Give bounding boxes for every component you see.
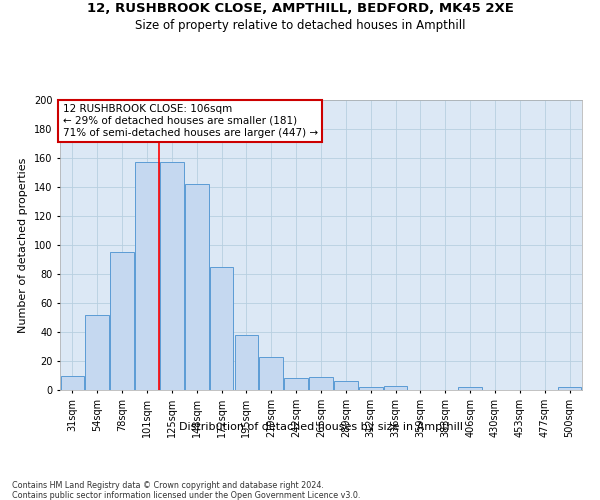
Bar — [384, 386, 407, 390]
Bar — [85, 314, 109, 390]
Bar — [61, 376, 84, 390]
Bar — [210, 267, 233, 390]
Text: 12 RUSHBROOK CLOSE: 106sqm
← 29% of detached houses are smaller (181)
71% of sem: 12 RUSHBROOK CLOSE: 106sqm ← 29% of deta… — [62, 104, 318, 138]
Y-axis label: Number of detached properties: Number of detached properties — [19, 158, 28, 332]
Text: 12, RUSHBROOK CLOSE, AMPTHILL, BEDFORD, MK45 2XE: 12, RUSHBROOK CLOSE, AMPTHILL, BEDFORD, … — [86, 2, 514, 16]
Bar — [135, 162, 159, 390]
Bar — [110, 252, 134, 390]
Bar — [458, 387, 482, 390]
Bar — [309, 377, 333, 390]
Bar — [185, 184, 209, 390]
Bar — [284, 378, 308, 390]
Bar — [259, 356, 283, 390]
Text: Contains HM Land Registry data © Crown copyright and database right 2024.
Contai: Contains HM Land Registry data © Crown c… — [12, 480, 361, 500]
Bar — [558, 387, 581, 390]
Bar — [235, 335, 258, 390]
Text: Size of property relative to detached houses in Ampthill: Size of property relative to detached ho… — [135, 18, 465, 32]
Bar — [359, 387, 383, 390]
Text: Distribution of detached houses by size in Ampthill: Distribution of detached houses by size … — [179, 422, 463, 432]
Bar — [334, 382, 358, 390]
Bar — [160, 162, 184, 390]
